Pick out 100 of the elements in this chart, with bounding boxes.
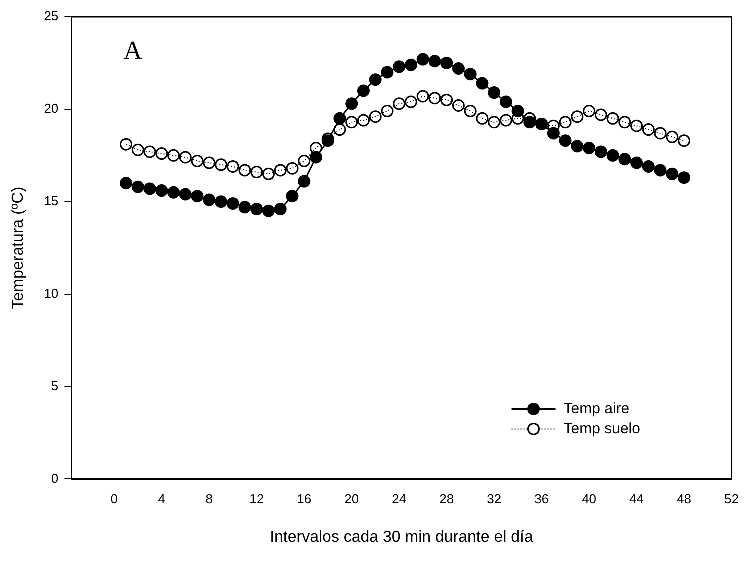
point — [215, 158, 228, 172]
point — [132, 180, 144, 194]
x-tick-label: 4 — [158, 492, 166, 507]
point — [476, 77, 489, 90]
point — [298, 154, 311, 168]
point — [512, 105, 524, 118]
point — [452, 62, 465, 76]
x-tick-label: 28 — [440, 492, 454, 507]
point — [286, 190, 299, 203]
point — [191, 154, 204, 168]
x-tick-label: 52 — [724, 492, 740, 507]
point — [594, 108, 608, 122]
point — [428, 55, 442, 68]
point — [642, 124, 655, 136]
point — [666, 168, 679, 180]
point — [262, 168, 275, 180]
point — [120, 138, 133, 151]
point — [144, 182, 156, 196]
x-tick-label: 16 — [297, 492, 312, 507]
point — [440, 94, 454, 106]
point — [654, 127, 667, 140]
point — [618, 116, 632, 129]
y-tick-label: 20 — [44, 101, 59, 116]
point — [416, 90, 430, 103]
point — [547, 127, 560, 140]
point — [500, 114, 512, 127]
point — [357, 84, 370, 98]
point — [334, 124, 346, 136]
legend-label: Temp suelo — [564, 420, 640, 438]
x-tick-label: 32 — [487, 492, 502, 507]
point — [524, 116, 536, 129]
point — [369, 74, 382, 86]
point — [393, 98, 406, 110]
point — [583, 105, 596, 118]
point — [262, 204, 275, 218]
point — [559, 134, 572, 148]
point — [250, 166, 264, 179]
point — [500, 96, 512, 108]
point — [156, 184, 168, 198]
point — [298, 175, 311, 188]
point — [404, 58, 418, 72]
point — [226, 197, 240, 210]
y-tick-label: 25 — [44, 8, 59, 24]
point — [120, 177, 133, 190]
x-tick-label: 40 — [582, 492, 597, 507]
point — [346, 116, 358, 129]
point — [416, 53, 430, 66]
annotation: A — [124, 36, 143, 65]
point — [630, 156, 644, 170]
legend-label: Temp aire — [564, 400, 630, 418]
point — [404, 96, 418, 108]
point — [310, 151, 322, 164]
point — [132, 144, 144, 156]
point — [618, 153, 632, 166]
point — [464, 105, 477, 118]
point — [678, 134, 691, 148]
point — [488, 86, 501, 100]
x-tick-label: 20 — [344, 492, 360, 507]
point — [594, 146, 608, 158]
point — [559, 116, 572, 129]
point — [381, 66, 394, 79]
point — [215, 196, 228, 208]
point — [678, 172, 691, 184]
point — [440, 56, 454, 70]
point — [274, 203, 287, 216]
point — [286, 162, 299, 175]
point — [357, 114, 370, 127]
point — [464, 68, 477, 81]
point — [156, 148, 168, 160]
x-tick-label: 8 — [206, 492, 213, 507]
point — [583, 142, 596, 155]
y-tick-label: 15 — [44, 193, 59, 208]
y-tick-label: 10 — [44, 286, 59, 301]
point — [428, 92, 442, 105]
point — [654, 164, 667, 177]
point — [250, 203, 264, 216]
point — [346, 98, 358, 110]
point — [381, 105, 394, 118]
point — [452, 99, 465, 112]
point — [238, 164, 252, 177]
y-axis-title: Temperatura (ºC) — [10, 186, 28, 310]
point — [571, 140, 584, 153]
y-tick-label: 0 — [51, 470, 59, 486]
point — [274, 164, 287, 177]
point — [179, 188, 192, 201]
x-tick-label: 12 — [250, 492, 264, 507]
point — [179, 151, 192, 164]
point — [606, 149, 620, 162]
x-axis-title: Intervalos cada 30 min durante el día — [270, 528, 534, 546]
point — [571, 110, 584, 124]
x-tick-label: 48 — [677, 492, 692, 507]
point — [476, 112, 489, 125]
y-tick-label: 5 — [51, 378, 59, 394]
point — [334, 112, 346, 125]
x-tick-label: 36 — [534, 492, 550, 507]
x-tick-label: 24 — [392, 492, 407, 507]
point — [168, 149, 180, 162]
point — [226, 160, 240, 174]
point — [203, 194, 216, 206]
point — [238, 201, 252, 214]
